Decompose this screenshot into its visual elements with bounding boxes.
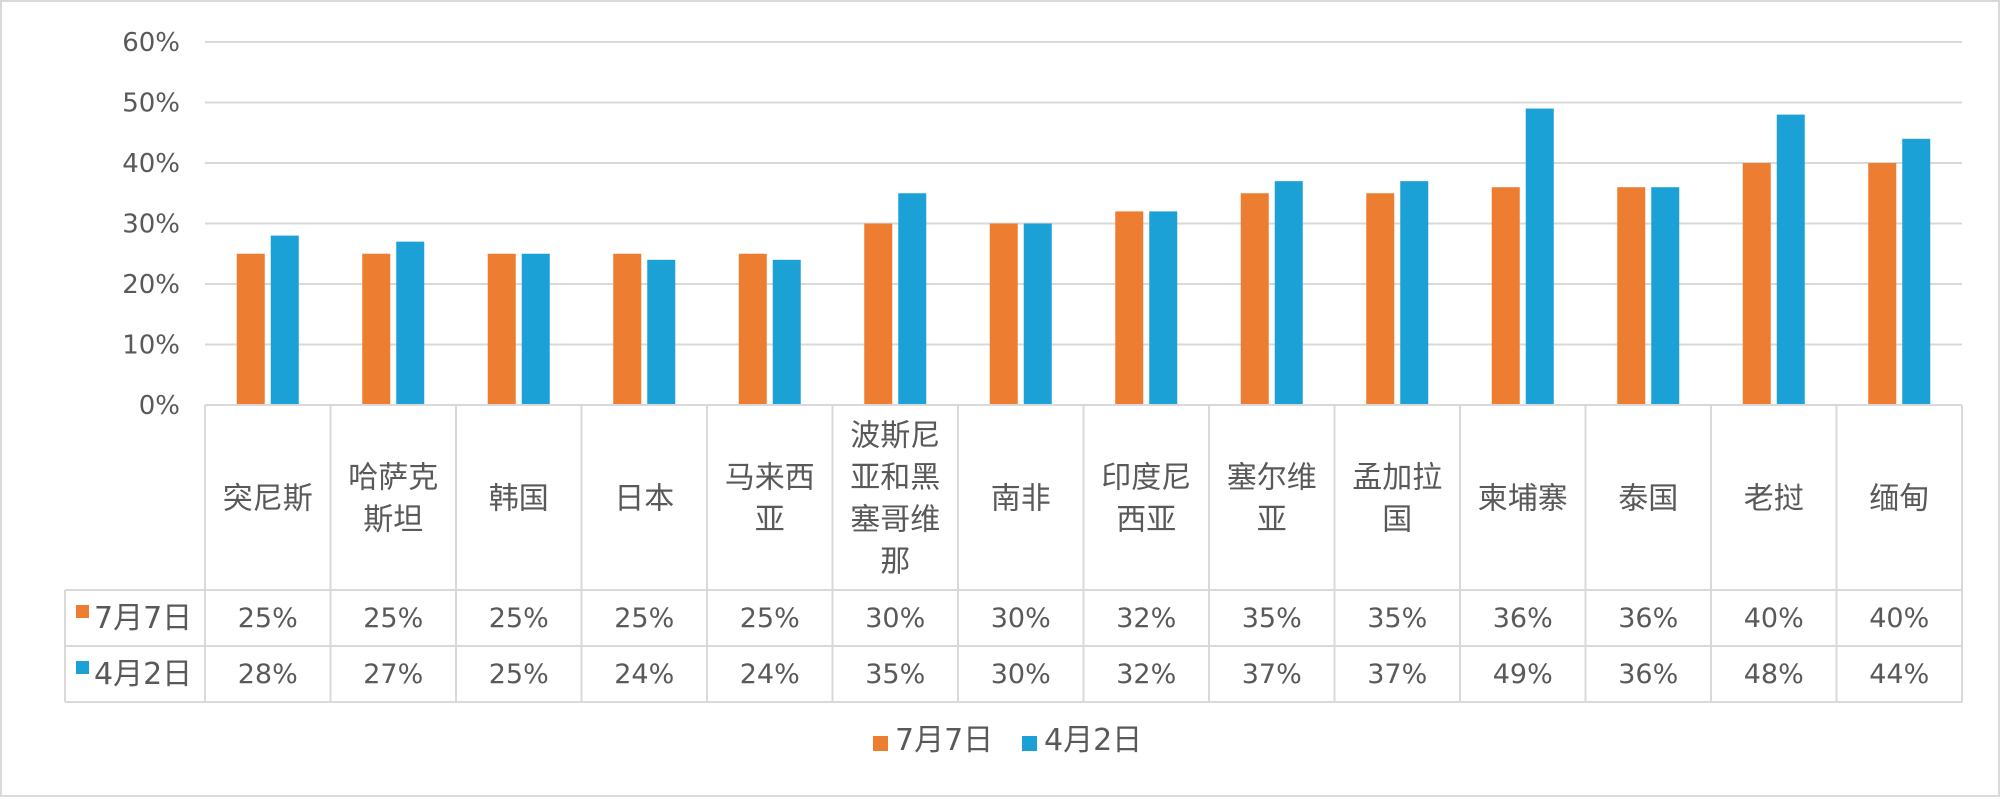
table-cell: 32% bbox=[1116, 603, 1176, 634]
bar-series2 bbox=[1274, 181, 1303, 405]
bar-series1 bbox=[1240, 193, 1269, 405]
bar-series2 bbox=[898, 193, 927, 405]
category-label: 日本 bbox=[614, 482, 674, 517]
bar-series1 bbox=[738, 253, 767, 405]
table-cell: 48% bbox=[1744, 659, 1804, 690]
bar-series2 bbox=[1776, 114, 1805, 405]
y-tick-label: 0% bbox=[139, 391, 180, 421]
bar-series1 bbox=[613, 253, 642, 405]
bar-series1 bbox=[989, 223, 1018, 405]
bar-series1 bbox=[362, 253, 391, 405]
bar-series1 bbox=[1617, 187, 1646, 405]
category-label: 南非 bbox=[991, 482, 1051, 517]
legend-label: 4月2日 bbox=[1044, 723, 1142, 758]
bar-series2 bbox=[1023, 223, 1052, 405]
table-cell: 36% bbox=[1618, 659, 1678, 690]
table-cell: 40% bbox=[1869, 603, 1929, 634]
table-cell: 44% bbox=[1869, 659, 1929, 690]
table-cell: 24% bbox=[740, 659, 800, 690]
table-cell: 25% bbox=[238, 603, 298, 634]
table-cell: 25% bbox=[489, 659, 549, 690]
table-cell: 49% bbox=[1493, 659, 1553, 690]
table-cell: 36% bbox=[1618, 603, 1678, 634]
grid-layer bbox=[205, 41, 1962, 406]
table-cell: 37% bbox=[1367, 659, 1427, 690]
bar-series2 bbox=[772, 259, 801, 405]
legend-swatch bbox=[873, 736, 888, 751]
bar-series2 bbox=[1651, 187, 1680, 405]
table-cell: 27% bbox=[363, 659, 423, 690]
y-tick-label: 10% bbox=[122, 331, 180, 361]
table-cell: 30% bbox=[865, 603, 925, 634]
table-series-swatch bbox=[76, 661, 89, 674]
legend-swatch bbox=[1022, 736, 1037, 751]
bar-series1 bbox=[1366, 193, 1395, 405]
bar-series1 bbox=[487, 253, 516, 405]
legend-label: 7月7日 bbox=[895, 723, 993, 758]
table-cell: 25% bbox=[363, 603, 423, 634]
table-series-swatch bbox=[76, 605, 89, 618]
table-cell: 30% bbox=[991, 603, 1051, 634]
bar-series2 bbox=[1400, 181, 1429, 405]
table-cell: 24% bbox=[614, 659, 674, 690]
table-series-label: 4月2日 bbox=[94, 657, 192, 692]
y-tick-label: 30% bbox=[122, 210, 180, 240]
y-tick-label: 60% bbox=[122, 28, 180, 58]
bar-series2 bbox=[270, 235, 299, 405]
bar-series2 bbox=[1525, 108, 1554, 406]
bar-series1 bbox=[1491, 187, 1520, 405]
table-cell: 25% bbox=[740, 603, 800, 634]
category-label: 缅甸 bbox=[1869, 482, 1929, 517]
table-cell: 25% bbox=[614, 603, 674, 634]
table-cell: 40% bbox=[1744, 603, 1804, 634]
category-label: 韩国 bbox=[489, 482, 549, 517]
table-series-label: 7月7日 bbox=[94, 601, 192, 636]
category-label: 泰国 bbox=[1618, 482, 1678, 517]
bar-series1 bbox=[1868, 163, 1897, 405]
category-label: 孟加拉国 bbox=[1352, 461, 1442, 538]
table-cell: 37% bbox=[1242, 659, 1302, 690]
category-label: 塞尔维亚 bbox=[1227, 461, 1317, 538]
category-label: 柬埔寨 bbox=[1478, 482, 1568, 517]
bar-series1 bbox=[1742, 163, 1771, 405]
table-cell: 30% bbox=[991, 659, 1051, 690]
bar-series1 bbox=[236, 253, 265, 405]
bar-series1 bbox=[1115, 211, 1144, 405]
category-label: 突尼斯 bbox=[223, 482, 313, 517]
table-cell: 36% bbox=[1493, 603, 1553, 634]
table-cell: 35% bbox=[1367, 603, 1427, 634]
legend: 7月7日 4月2日 bbox=[873, 723, 1142, 758]
bars-layer bbox=[236, 108, 1931, 406]
table-cell: 35% bbox=[1242, 603, 1302, 634]
table-cell: 25% bbox=[489, 603, 549, 634]
table-cell: 28% bbox=[238, 659, 298, 690]
bar-series2 bbox=[396, 241, 425, 405]
bar-series2 bbox=[647, 259, 676, 405]
category-label: 马来西亚 bbox=[725, 461, 815, 538]
category-label: 印度尼西亚 bbox=[1101, 461, 1191, 538]
category-label: 波斯尼亚和黑塞哥维那 bbox=[850, 419, 940, 580]
bar-series2 bbox=[1902, 138, 1931, 406]
y-tick-label: 20% bbox=[122, 270, 180, 300]
table-cell: 35% bbox=[865, 659, 925, 690]
category-label: 哈萨克斯坦 bbox=[348, 461, 438, 538]
category-label: 老挝 bbox=[1744, 482, 1804, 517]
bar-series1 bbox=[864, 223, 893, 405]
bar-series2 bbox=[521, 253, 550, 405]
table-cell: 32% bbox=[1116, 659, 1176, 690]
y-tick-label: 50% bbox=[122, 89, 180, 119]
y-axis: 0% 10% 20% 30% 40% 50% 60% bbox=[122, 28, 180, 421]
bar-series2 bbox=[1149, 211, 1178, 405]
y-tick-label: 40% bbox=[122, 149, 180, 179]
